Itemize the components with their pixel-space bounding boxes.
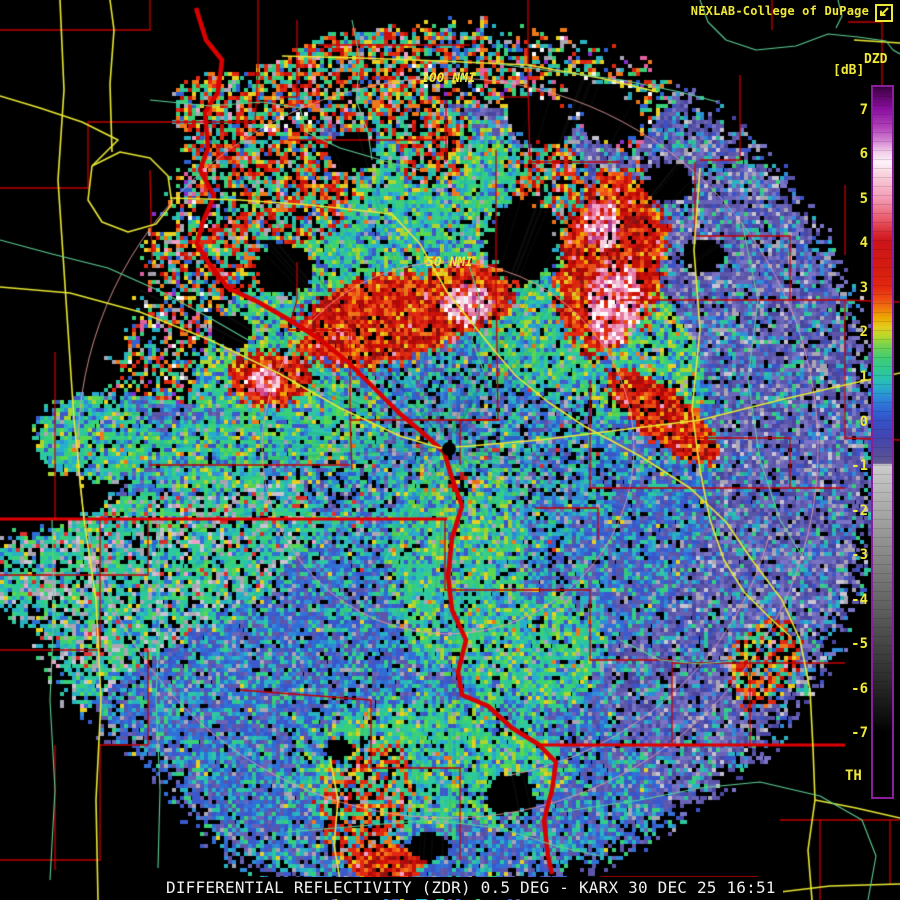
colorbar-tick: -1 (851, 458, 868, 475)
colorbar-tick: 3 (859, 279, 868, 296)
colorbar-tick: -3 (851, 547, 868, 564)
colorbar-tick: 2 (859, 324, 868, 341)
colorbar-tick: 5 (859, 190, 868, 207)
colorbar-tick: -4 (851, 591, 868, 608)
colorbar-footer: TH (845, 768, 862, 784)
colorbar-tick: 6 (859, 146, 868, 163)
range-ring-label-100nmi: 100 NMI (421, 71, 476, 86)
colorbar-tick: 4 (859, 235, 868, 252)
colorbar-tick: 7 (859, 101, 868, 118)
colorbar-tick: 0 (859, 413, 868, 430)
colorbar-tick: -5 (851, 636, 868, 653)
colorbar-tick: -6 (851, 680, 868, 697)
colorbar-title: DZD (864, 52, 888, 67)
colorbar-tick: -7 (851, 725, 868, 742)
colorbar-tick: 1 (859, 368, 868, 385)
colorbar-units: [dB] (833, 63, 865, 78)
cursor-box-icon[interactable] (874, 3, 894, 23)
product-caption: DIFFERENTIAL REFLECTIVITY (ZDR) 0.5 DEG … (149, 877, 783, 899)
colorbar-tick: -2 (851, 502, 868, 519)
site-brand[interactable]: NEXLAB-College of DuPage (690, 4, 869, 18)
zdr-colorbar (871, 85, 894, 799)
range-ring-label-50nmi: 50 NMI (426, 255, 473, 270)
